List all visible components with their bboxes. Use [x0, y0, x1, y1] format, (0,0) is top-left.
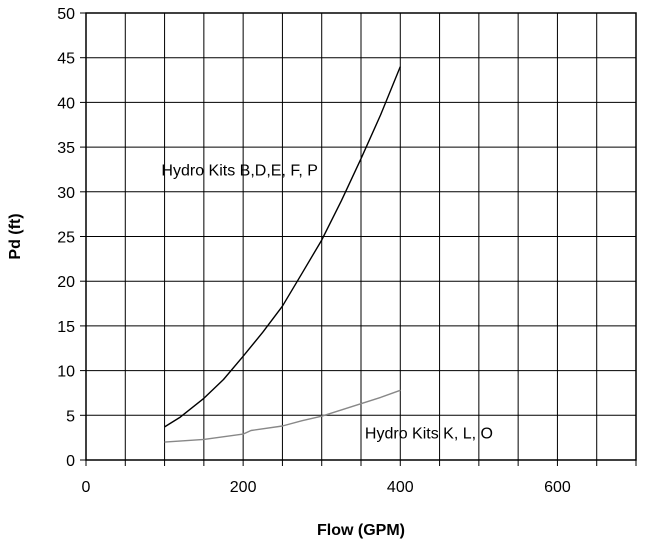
y-axis-title: Pd (ft)	[7, 213, 24, 259]
annotations: Hydro Kits B,D,E, F, P Hydro Kits K, L, O	[161, 163, 493, 443]
series-label-2: Hydro Kits K, L, O	[365, 426, 493, 443]
y-tick-label: 25	[57, 230, 75, 247]
series-group	[164, 66, 401, 443]
y-tick-labels: 0 5 10 15 20 25 30 35 40 45 50	[57, 6, 75, 470]
x-tick-label: 400	[387, 479, 414, 496]
tick-marks	[80, 12, 637, 466]
series-line-1	[164, 66, 401, 428]
y-tick-label: 20	[57, 274, 75, 291]
y-tick-label: 0	[66, 453, 75, 470]
y-tick-label: 45	[57, 51, 75, 68]
y-tick-label: 35	[57, 140, 75, 157]
x-tick-label: 0	[82, 479, 91, 496]
series-label-1: Hydro Kits B,D,E, F, P	[161, 163, 317, 180]
x-tick-label: 200	[230, 479, 257, 496]
y-tick-label: 15	[57, 319, 75, 336]
x-tick-label: 600	[544, 479, 571, 496]
y-tick-label: 5	[66, 408, 75, 425]
x-tick-labels: 0 200 400 600	[82, 479, 571, 496]
series-line-2	[164, 389, 401, 443]
y-tick-label: 10	[57, 364, 75, 381]
x-axis-title: Flow (GPM)	[317, 522, 405, 539]
y-tick-label: 50	[57, 6, 75, 23]
y-tick-label: 40	[57, 95, 75, 112]
y-tick-label: 30	[57, 185, 75, 202]
grid-lines	[86, 13, 636, 460]
